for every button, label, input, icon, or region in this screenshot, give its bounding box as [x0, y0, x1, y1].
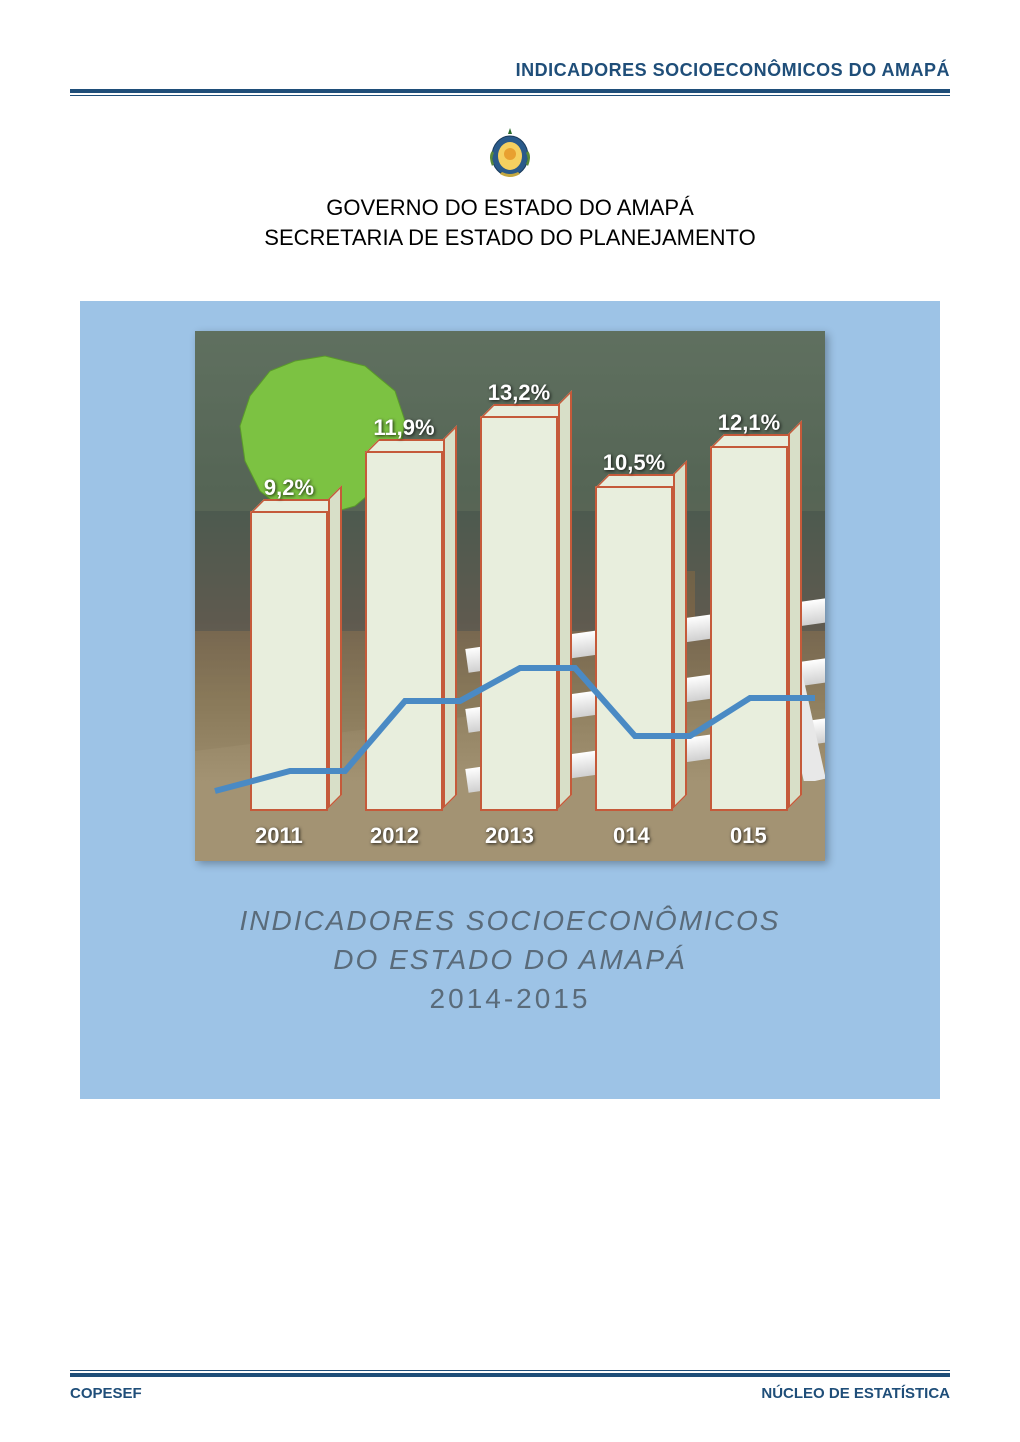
footer-left: COPESEF — [70, 1385, 142, 1402]
year-label: 2012 — [370, 823, 419, 849]
footer-right: NÚCLEO DE ESTATÍSTICA — [761, 1385, 950, 1402]
government-title: GOVERNO DO ESTADO DO AMAPÁ — [70, 195, 950, 221]
document-title-line1: INDICADORES SOCIOECONÔMICOS — [110, 901, 910, 940]
coat-of-arms-icon — [482, 126, 538, 180]
chart-bar: 11,9% — [365, 451, 443, 811]
year-label: 2011 — [255, 823, 303, 849]
year-label: 015 — [730, 823, 767, 849]
header-rule-thin — [70, 95, 950, 96]
footer-rule-thick — [70, 1373, 950, 1377]
chart-bar: 13,2% — [480, 416, 558, 811]
footer-rule-thin — [70, 1370, 950, 1371]
bar-value-label: 13,2% — [488, 380, 550, 406]
year-label: 014 — [613, 823, 650, 849]
chart-bar: 12,1% — [710, 446, 788, 811]
state-emblem — [70, 126, 950, 185]
year-label: 2013 — [485, 823, 534, 849]
bar-value-label: 10,5% — [603, 450, 665, 476]
bar-value-label: 11,9% — [373, 415, 434, 441]
running-header: INDICADORES SOCIOECONÔMICOS DO AMAPÁ — [70, 60, 950, 81]
document-title-line2: DO ESTADO DO AMAPÁ — [110, 940, 910, 979]
bar-value-label: 9,2% — [264, 475, 314, 501]
header-rule-thick — [70, 89, 950, 93]
main-panel: 9,2% 11,9% 13,2% 10,5% 12,1% — [80, 301, 940, 1099]
chart-bar: 9,2% — [250, 511, 328, 811]
bar-value-label: 12,1% — [718, 410, 780, 436]
indicator-bar-chart: 9,2% 11,9% 13,2% 10,5% 12,1% — [195, 331, 825, 861]
document-years: 2014-2015 — [110, 979, 910, 1018]
chart-bar: 10,5% — [595, 486, 673, 811]
secretariat-title: SECRETARIA DE ESTADO DO PLANEJAMENTO — [70, 225, 950, 251]
page-footer: COPESEF NÚCLEO DE ESTATÍSTICA — [70, 1370, 950, 1402]
